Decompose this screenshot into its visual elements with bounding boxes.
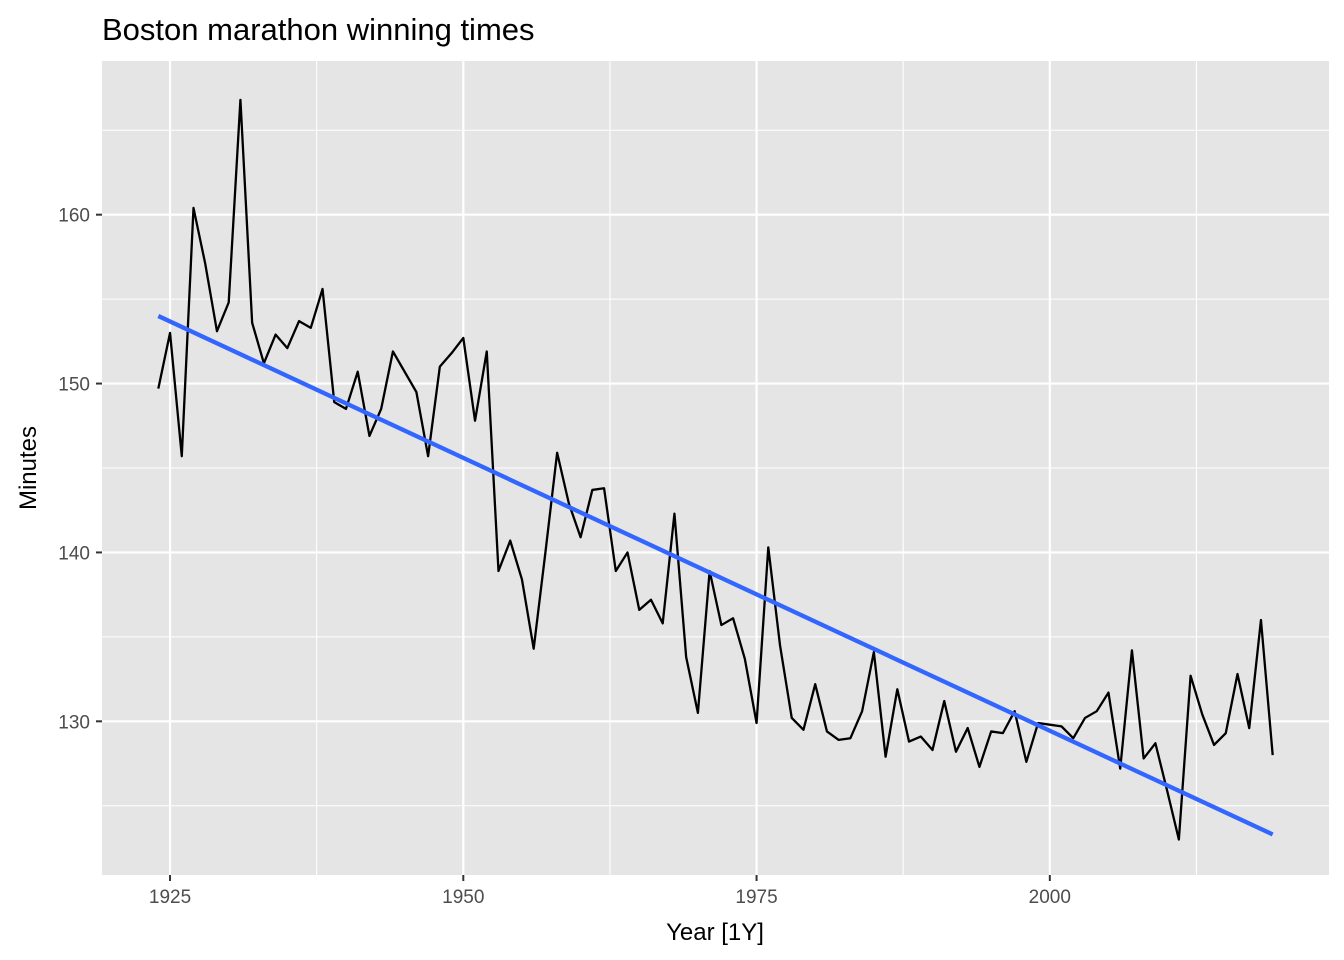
minor-gridlines bbox=[102, 61, 1329, 875]
x-tick-label: 1975 bbox=[735, 887, 777, 908]
winning-times-line bbox=[157, 98, 1274, 841]
y-tick-label: 140 bbox=[58, 543, 90, 564]
x-tick-label: 2000 bbox=[1029, 887, 1071, 908]
x-tick-label: 1950 bbox=[442, 887, 484, 908]
y-tick-label: 150 bbox=[58, 375, 90, 396]
series-layer bbox=[157, 98, 1274, 841]
x-tick-label: 1925 bbox=[149, 887, 191, 908]
trend-line bbox=[157, 314, 1274, 837]
x-axis-title: Year [1Y] bbox=[666, 919, 764, 946]
y-tick-label: 130 bbox=[58, 712, 90, 733]
chart-title: Boston marathon winning times bbox=[102, 12, 535, 47]
axis-ticks: 1925 1950 1975 2000 130 140 150 160 bbox=[58, 206, 1071, 908]
y-tick-label: 160 bbox=[58, 206, 90, 227]
y-axis-title: Minutes bbox=[15, 426, 42, 510]
